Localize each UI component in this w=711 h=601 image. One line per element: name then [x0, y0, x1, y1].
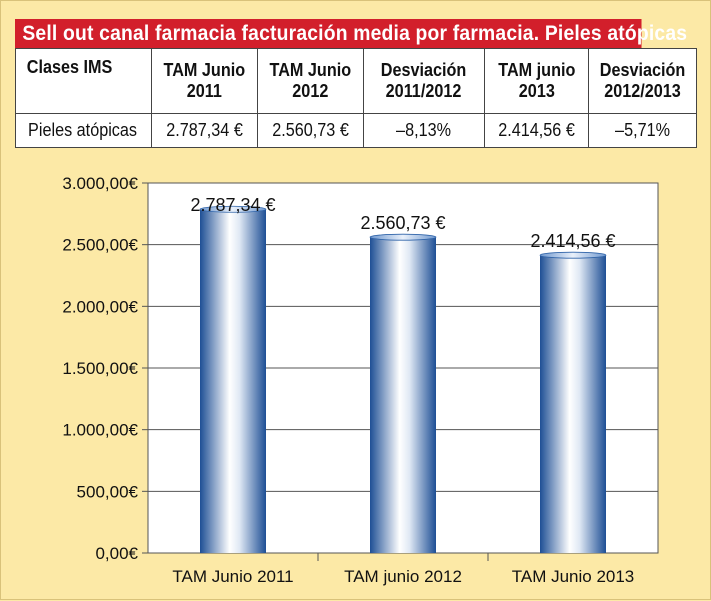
- table-header: TAM Junio 2012: [257, 48, 364, 114]
- table-cell: –5,71%: [588, 113, 697, 148]
- table-cell: 2.560,73 €: [257, 113, 364, 148]
- y-tick-label: 2.000,00€: [62, 297, 138, 316]
- table-header: Desviación 2011/2012: [363, 48, 485, 114]
- x-category-label: TAM junio 2012: [344, 567, 462, 586]
- table-cell: –8,13%: [363, 113, 485, 148]
- table-header: Clases IMS: [15, 48, 152, 114]
- data-label: 2.787,34 €: [190, 195, 275, 215]
- chart-title: Sell out canal farmacia facturación medi…: [15, 19, 687, 48]
- y-tick-label: 1.500,00€: [62, 359, 138, 378]
- y-tick-label: 2.500,00€: [62, 236, 138, 255]
- table-cell: 2.787,34 €: [151, 113, 258, 148]
- table-header: TAM junio 2013: [484, 48, 589, 114]
- y-tick-label: 0,00€: [95, 544, 138, 563]
- y-tick-label: 1.000,00€: [62, 421, 138, 440]
- data-label: 2.560,73 €: [360, 213, 445, 233]
- table-header: TAM Junio 2011: [151, 48, 258, 114]
- bar: [540, 255, 606, 553]
- x-category-label: TAM Junio 2011: [172, 567, 293, 586]
- table-cell: 2.414,56 €: [484, 113, 589, 148]
- x-category-label: TAM Junio 2013: [512, 567, 635, 586]
- data-label: 2.414,56 €: [530, 231, 615, 251]
- bar-chart: 0,00€ 500,00€ 1.000,00€ 1.500,00€ 2.000,00€ 2…: [62, 174, 659, 586]
- y-tick-label: 500,00€: [77, 482, 139, 501]
- bars: 2.787,34 € 2.560,73 € 2.414,56 €: [190, 195, 616, 553]
- y-tick-label: 3.000,00€: [62, 174, 138, 193]
- bar-cap: [539, 251, 607, 259]
- table-header-row: Clases IMS TAM Junio 2011 TAM Junio 2012 D…: [15, 48, 697, 114]
- bar-cap: [199, 205, 267, 213]
- y-axis-ticks: 0,00€ 500,00€ 1.000,00€ 1.500,00€ 2.000,00€ 2…: [62, 174, 148, 563]
- table-row: Pieles atópicas 2.787,34 € 2.560,73 € –8…: [15, 113, 697, 148]
- bar: [370, 237, 436, 553]
- bar-cap: [369, 233, 437, 241]
- data-table: Clases IMS TAM Junio 2011 TAM Junio 2012 D…: [15, 48, 697, 148]
- table-header: Desviación 2012/2013: [588, 48, 697, 114]
- x-axis-labels: TAM Junio 2011 TAM junio 2012 TAM Junio 20…: [172, 553, 634, 586]
- bar: [200, 209, 266, 553]
- table-cell: Pieles atópicas: [15, 113, 152, 148]
